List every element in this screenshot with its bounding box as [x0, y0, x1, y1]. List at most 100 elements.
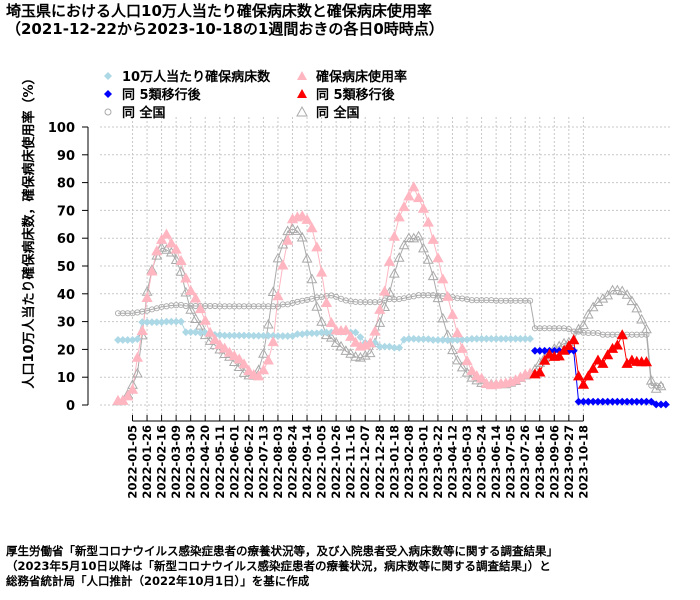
usage-point	[151, 245, 163, 256]
x-tick-label: 2022-12-28	[373, 425, 387, 499]
usage-point	[461, 355, 473, 366]
usage-national-point	[170, 254, 182, 265]
beds-after-point	[661, 400, 670, 409]
usage-point	[126, 383, 139, 394]
usage-national-point	[291, 225, 303, 235]
usage-point	[131, 351, 143, 362]
usage-point	[214, 338, 226, 349]
usage-national-point	[621, 289, 633, 299]
usage-national-point	[175, 266, 187, 276]
usage-after-point	[592, 354, 604, 365]
usage-national-point	[418, 242, 429, 253]
usage-national-point	[345, 348, 357, 358]
y-tick-label: 100	[48, 121, 75, 136]
usage-point	[393, 211, 405, 222]
x-tick-label: 2022-06-22	[242, 425, 256, 499]
legend-beds-marker	[104, 72, 112, 80]
grid	[100, 117, 670, 415]
legend-usage-label: 確保病床使用率	[316, 69, 407, 85]
usage-after-point	[597, 357, 609, 368]
source-note-3: 総務省統計局「人口推計（2022年10月1日）」を基に作成	[6, 574, 310, 588]
usage-national-point	[321, 329, 332, 340]
usage-national-point	[311, 301, 323, 311]
usage-point	[160, 228, 173, 239]
source-note-1: 厚生労働省「新型コロナウイルス感染症患者の療養状況等，及び入院患者受入病床数等に…	[6, 544, 558, 558]
usage-national-point	[258, 348, 269, 358]
usage-point	[316, 266, 328, 277]
usage-national-point	[641, 323, 652, 334]
usage-national-point	[325, 331, 337, 342]
beds-national-point	[274, 303, 282, 310]
usage-after-point	[611, 339, 623, 350]
usage-national-point	[451, 354, 463, 365]
y-tick-label: 90	[57, 149, 75, 164]
usage-national-point	[398, 239, 410, 250]
usage-point	[446, 308, 459, 319]
beds-national-point	[643, 331, 650, 338]
axes: 0 10 20 30 40 50 60 70 80 90 100 2022-01-05 2022-01-…	[21, 71, 590, 498]
usage-national-point	[267, 286, 279, 296]
usage-national-point	[306, 273, 318, 284]
usage-after-point	[568, 334, 580, 345]
usage-point	[122, 390, 134, 401]
source-note-2: （2023年5月10日以降は「新型コロナウイルス感染症患者の療養状況，病床数等に…	[6, 559, 551, 573]
beds-national-point	[565, 326, 572, 333]
beds-national-line	[118, 294, 661, 386]
usage-point	[165, 237, 177, 248]
beds-point	[409, 334, 418, 343]
usage-point	[301, 213, 313, 224]
beds-after-point	[647, 397, 656, 406]
usage-point	[466, 365, 478, 376]
usage-national-point	[161, 244, 172, 254]
usage-national-point	[655, 380, 667, 391]
usage-point	[369, 325, 381, 336]
usage-point	[432, 252, 444, 263]
usage-national-point	[578, 319, 589, 330]
x-tick-label: 2023-09-06	[547, 425, 561, 499]
usage-national-point	[413, 230, 425, 241]
x-tick-label: 2023-07-26	[518, 425, 532, 499]
usage-point	[442, 290, 454, 301]
usage-national-point	[301, 252, 313, 263]
x-tick-label: 2022-07-13	[256, 425, 270, 499]
usage-point	[320, 296, 333, 307]
usage-point	[189, 292, 202, 303]
usage-national-point	[447, 344, 458, 355]
usage-point	[476, 372, 488, 383]
usage-national-point	[335, 340, 347, 351]
usage-after-point	[582, 370, 594, 381]
x-tick-label: 2022-03-09	[169, 425, 183, 499]
usage-point	[233, 353, 245, 364]
usage-national-point	[374, 317, 386, 327]
x-tick-label: 2022-06-01	[227, 425, 241, 499]
legend-usage-after-label: 同 5類移行後	[316, 87, 396, 103]
usage-after-point	[602, 349, 614, 360]
x-tick-label: 2022-08-03	[271, 425, 285, 499]
usage-after-point	[587, 362, 599, 373]
x-tick-label: 2023-05-03	[460, 425, 474, 499]
usage-point	[223, 346, 236, 357]
beds-point	[215, 331, 224, 339]
usage-point	[194, 303, 207, 314]
beds-point	[191, 328, 200, 337]
usage-national-point	[359, 349, 371, 360]
usage-point	[267, 336, 279, 347]
usage-national-point	[296, 231, 308, 242]
usage-point	[204, 326, 216, 337]
usage-point	[437, 273, 449, 284]
usage-point	[175, 254, 187, 265]
usage-point	[340, 324, 352, 335]
usage-point	[170, 243, 182, 254]
usage-national-point	[650, 383, 662, 393]
chart-area: 0 10 20 30 40 50 60 70 80 90 100 2022-01-05 2022-01-…	[21, 69, 670, 499]
usage-after-point	[563, 340, 575, 351]
usage-national-point	[379, 301, 391, 312]
y-tick-label: 50	[57, 260, 75, 275]
legend-usage-marker	[297, 71, 307, 80]
y-tick-label: 40	[57, 288, 75, 303]
y-tick-label: 80	[57, 177, 75, 192]
y-tick-label: 20	[57, 343, 75, 358]
y-tick-label: 10	[57, 371, 75, 386]
x-tick-label: 2023-08-16	[533, 425, 547, 499]
